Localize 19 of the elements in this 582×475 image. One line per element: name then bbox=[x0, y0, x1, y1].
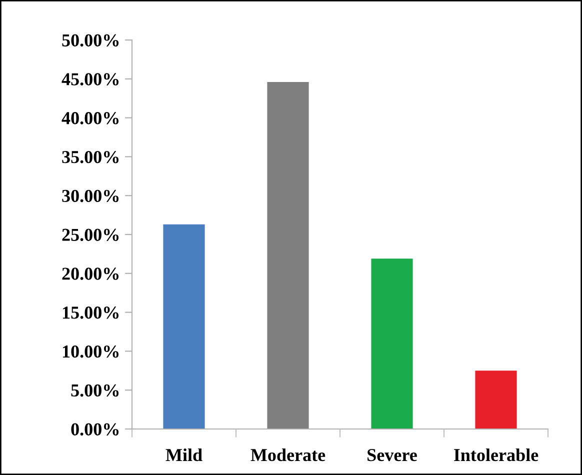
y-tick-label: 20.00% bbox=[62, 268, 118, 280]
bar bbox=[267, 82, 309, 429]
y-tick-label: 15.00% bbox=[62, 306, 118, 319]
y-tick-label: 40.00% bbox=[62, 112, 118, 124]
y-tick-label: 50.00% bbox=[62, 34, 118, 47]
x-tick-label: Intolerable bbox=[454, 448, 538, 462]
y-tick-label: 35.00% bbox=[62, 150, 118, 164]
y-tick-label: 25.00% bbox=[62, 228, 118, 242]
y-tick-label: 5.00% bbox=[71, 384, 118, 397]
y-tick-label: 10.00% bbox=[62, 345, 118, 358]
x-tick-label: Mild bbox=[166, 448, 202, 462]
bar bbox=[163, 224, 205, 429]
x-tick-label: Moderate bbox=[250, 448, 326, 462]
x-tick-label: Severe bbox=[368, 449, 417, 462]
bar bbox=[371, 258, 413, 429]
y-tick-label: 30.00% bbox=[62, 190, 118, 202]
y-tick-label: 45.00% bbox=[62, 73, 118, 86]
y-tick-label: 0.00% bbox=[71, 423, 118, 436]
bar bbox=[475, 370, 517, 429]
